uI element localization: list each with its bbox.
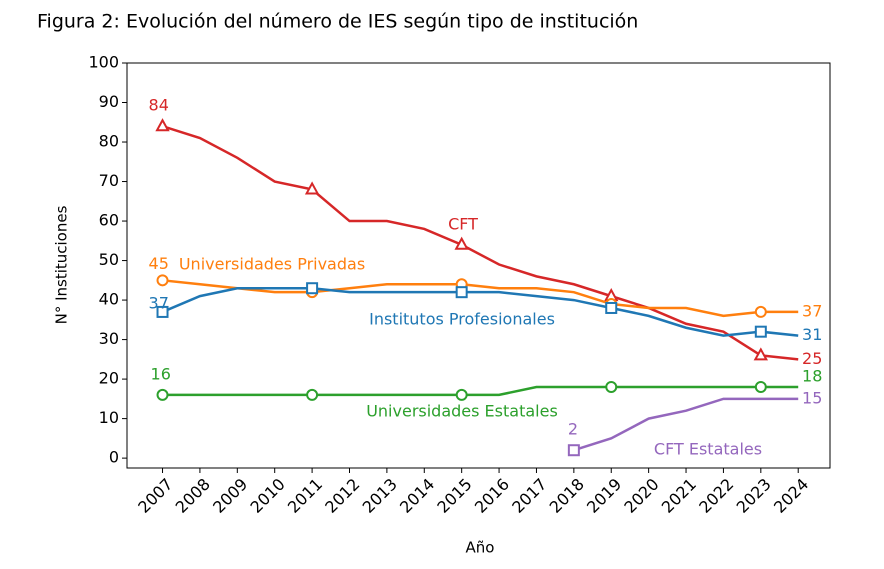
marker [455, 286, 468, 299]
end-value-label: 37 [802, 301, 822, 320]
marker [304, 181, 320, 195]
marker [754, 381, 767, 393]
marker [156, 388, 169, 401]
y-axis-label: N° Instituciones [53, 205, 71, 324]
x-tick-label: 2017 [508, 475, 550, 517]
marker [605, 301, 618, 314]
marker [454, 236, 469, 250]
series-line [162, 125, 799, 361]
marker [754, 325, 767, 338]
plot-frame [126, 62, 831, 469]
end-value-label: 18 [802, 367, 822, 386]
series-line [162, 385, 799, 397]
y-tick-label: 40 [99, 290, 119, 309]
y-tick-label: 90 [99, 92, 119, 111]
y-tick-label: 60 [99, 211, 119, 230]
series-label: CFT Estatales [654, 440, 762, 459]
marker [567, 444, 580, 457]
x-tick-label: 2019 [583, 475, 625, 517]
y-tick-label: 30 [99, 329, 119, 348]
y-tick-label: 0 [109, 448, 119, 467]
end-value-label: 31 [802, 325, 822, 344]
x-tick-label: 2020 [620, 475, 662, 517]
x-tick-label: 2018 [546, 475, 588, 517]
marker [306, 388, 319, 401]
y-tick-label: 10 [99, 408, 119, 427]
marker [754, 305, 767, 318]
marker [306, 282, 319, 295]
series-label: Institutos Profesionales [369, 310, 555, 329]
x-tick-label: 2022 [695, 475, 737, 517]
start-value-label: 84 [149, 96, 169, 115]
series-line [162, 279, 799, 318]
x-tick-label: 2015 [433, 475, 475, 517]
x-tick-label: 2011 [284, 475, 326, 517]
series-label: Universidades Estatales [366, 402, 558, 421]
y-tick-label: 80 [99, 132, 119, 151]
x-tick-label: 2008 [172, 475, 214, 517]
x-tick-label: 2007 [134, 475, 176, 517]
start-value-label: 16 [151, 364, 171, 383]
x-tick-label: 2024 [770, 475, 812, 517]
marker [156, 305, 169, 318]
end-value-label: 25 [802, 349, 822, 368]
series-label: Universidades Privadas [179, 255, 365, 274]
x-tick-label: 2014 [396, 475, 438, 517]
start-value-label: 2 [568, 420, 578, 439]
marker [156, 274, 169, 287]
marker [605, 381, 618, 393]
marker [155, 118, 170, 132]
x-axis-label: Año [466, 539, 495, 557]
x-tick-label: 2009 [209, 475, 251, 517]
end-value-label: 15 [802, 388, 822, 407]
y-tick-label: 20 [99, 369, 119, 388]
series-line [573, 397, 799, 452]
x-tick-label: 2013 [359, 475, 401, 517]
chart-title: Figura 2: Evolución del número de IES se… [37, 11, 638, 33]
y-tick-label: 100 [88, 53, 119, 72]
start-value-label: 37 [149, 293, 169, 312]
start-value-label: 45 [149, 254, 169, 273]
y-tick-label: 50 [99, 250, 119, 269]
x-tick-label: 2021 [658, 475, 700, 517]
series-label: CFT [448, 215, 478, 234]
x-tick-label: 2023 [733, 475, 775, 517]
y-tick-label: 70 [99, 171, 119, 190]
x-tick-label: 2010 [246, 475, 288, 517]
marker [753, 347, 769, 361]
marker [455, 388, 468, 401]
series-line [162, 286, 799, 337]
x-tick-label: 2016 [471, 475, 513, 517]
x-tick-label: 2012 [321, 475, 363, 517]
